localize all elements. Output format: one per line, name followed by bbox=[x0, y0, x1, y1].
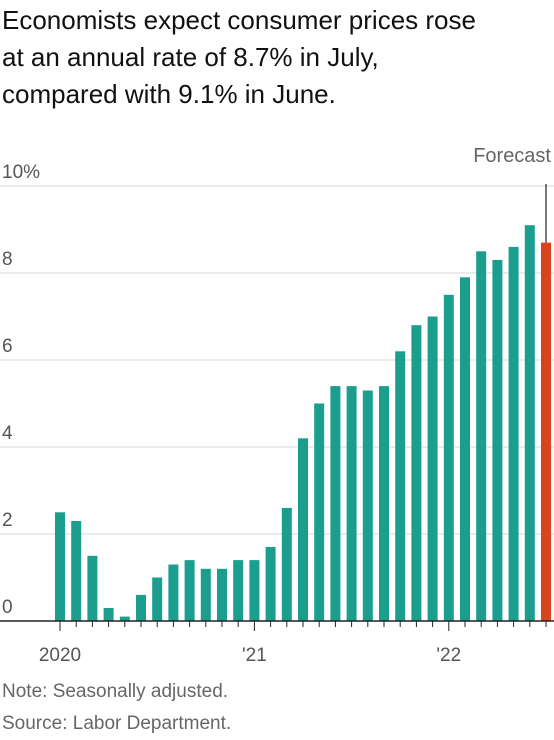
bar bbox=[103, 608, 114, 621]
y-tick-label: 4 bbox=[2, 423, 13, 444]
x-tick-label: '21 bbox=[242, 645, 267, 666]
bar bbox=[298, 438, 308, 621]
bar bbox=[379, 386, 389, 621]
bars bbox=[55, 225, 551, 622]
bar-chart: 0 2 4 6 8 10% Forecast 2020 '21 '22 bbox=[0, 145, 554, 666]
bar bbox=[217, 568, 227, 621]
bar bbox=[136, 594, 146, 621]
y-tick-label: 0 bbox=[2, 597, 13, 618]
bar bbox=[168, 564, 179, 621]
bar bbox=[330, 386, 341, 621]
chart-title: Economists expect consumer prices rose a… bbox=[2, 2, 552, 113]
x-axis: 2020 '21 '22 bbox=[0, 620, 554, 666]
bar bbox=[524, 225, 535, 621]
bar bbox=[427, 316, 438, 621]
bar bbox=[119, 616, 130, 621]
title-line-2: at an annual rate of 8.7% in July, bbox=[2, 42, 379, 72]
source-text: Source: Labor Department. bbox=[2, 713, 232, 734]
x-tick-label: 2020 bbox=[39, 645, 81, 666]
bar bbox=[476, 251, 487, 622]
bar bbox=[443, 294, 454, 622]
bar bbox=[233, 560, 244, 621]
chart-notes: Note: Seasonally adjusted. Source: Labor… bbox=[2, 676, 231, 740]
forecast-annotation: Forecast bbox=[473, 145, 551, 243]
bar bbox=[362, 390, 373, 621]
x-tick-label: '22 bbox=[436, 645, 461, 666]
bar bbox=[55, 512, 65, 622]
title-line-3: compared with 9.1% in June. bbox=[2, 79, 336, 109]
gridlines bbox=[0, 185, 554, 535]
y-tick-label: 10% bbox=[2, 162, 40, 183]
bar bbox=[249, 560, 260, 621]
note-text: Note: Seasonally adjusted. bbox=[2, 681, 229, 702]
bar bbox=[460, 277, 470, 621]
bar bbox=[346, 386, 357, 621]
bar bbox=[265, 547, 276, 621]
bar bbox=[87, 555, 98, 622]
bar bbox=[71, 521, 82, 621]
forecast-label: Forecast bbox=[473, 145, 551, 167]
y-tick-label: 8 bbox=[2, 249, 13, 270]
bar bbox=[395, 351, 406, 621]
bar bbox=[508, 246, 519, 621]
bar bbox=[411, 325, 422, 621]
y-tick-label: 6 bbox=[2, 336, 13, 357]
bar bbox=[200, 568, 211, 621]
forecast-bar bbox=[541, 242, 551, 621]
bar bbox=[492, 259, 503, 621]
y-tick-label: 2 bbox=[2, 510, 13, 531]
bar bbox=[281, 507, 292, 621]
y-axis-ticks: 0 2 4 6 8 10% bbox=[2, 162, 40, 618]
bar bbox=[152, 577, 163, 621]
title-line-1: Economists expect consumer prices rose bbox=[2, 5, 476, 35]
bar bbox=[184, 560, 195, 621]
bar bbox=[314, 403, 325, 621]
